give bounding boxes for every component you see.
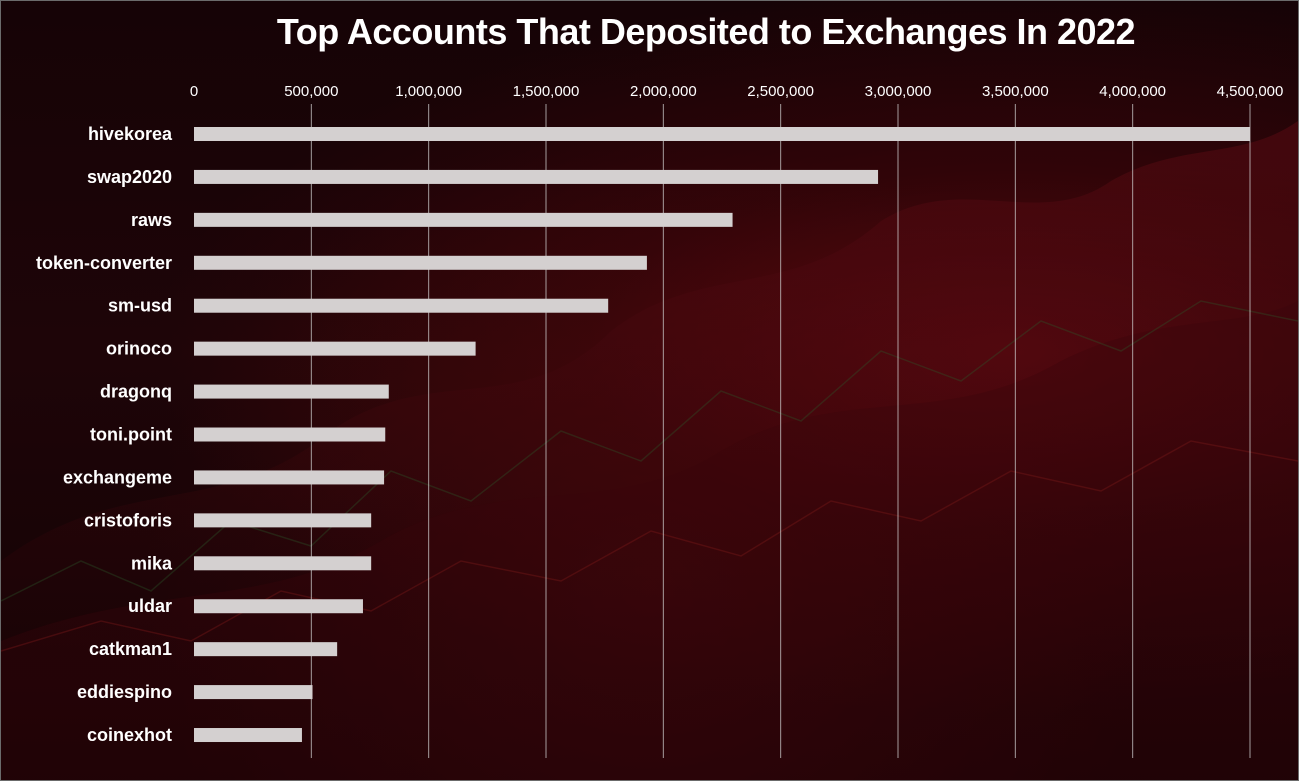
category-label: swap2020 — [87, 167, 172, 187]
bar — [194, 685, 313, 700]
x-tick-label: 1,500,000 — [513, 83, 580, 100]
category-label: uldar — [128, 596, 172, 616]
bar — [194, 728, 302, 743]
x-tick-label: 2,000,000 — [630, 83, 697, 100]
bar — [194, 599, 363, 614]
bar — [194, 384, 389, 399]
category-label: token-converter — [36, 253, 172, 273]
x-tick-label: 0 — [190, 83, 198, 100]
bar — [194, 470, 385, 485]
x-tick-label: 3,000,000 — [865, 83, 932, 100]
x-tick-label: 4,000,000 — [1099, 83, 1166, 100]
bar — [194, 642, 338, 657]
category-label: orinoco — [106, 339, 172, 359]
x-tick-label: 2,500,000 — [747, 83, 814, 100]
bar — [194, 556, 372, 571]
bar — [194, 255, 647, 270]
category-label: dragonq — [100, 382, 172, 402]
chart-title: Top Accounts That Deposited to Exchanges… — [276, 11, 1136, 52]
category-label: eddiespino — [77, 682, 172, 702]
bar — [194, 169, 879, 184]
category-label: mika — [131, 553, 173, 573]
x-tick-label: 1,000,000 — [395, 83, 462, 100]
bar — [194, 341, 476, 356]
bar — [194, 127, 1250, 141]
category-label: exchangeme — [63, 467, 172, 487]
category-label: raws — [131, 210, 172, 230]
category-label: coinexhot — [87, 725, 172, 745]
category-label: toni.point — [90, 425, 172, 445]
x-tick-label: 3,500,000 — [982, 83, 1049, 100]
category-label: hivekorea — [88, 124, 173, 144]
bar — [194, 427, 386, 442]
bar — [194, 513, 372, 528]
category-label: cristoforis — [84, 510, 172, 530]
x-tick-label: 4,500,000 — [1217, 83, 1284, 100]
bar — [194, 298, 609, 313]
bar — [194, 212, 733, 227]
x-tick-label: 500,000 — [284, 83, 338, 100]
category-label: sm-usd — [108, 296, 172, 316]
category-label: catkman1 — [89, 639, 172, 659]
